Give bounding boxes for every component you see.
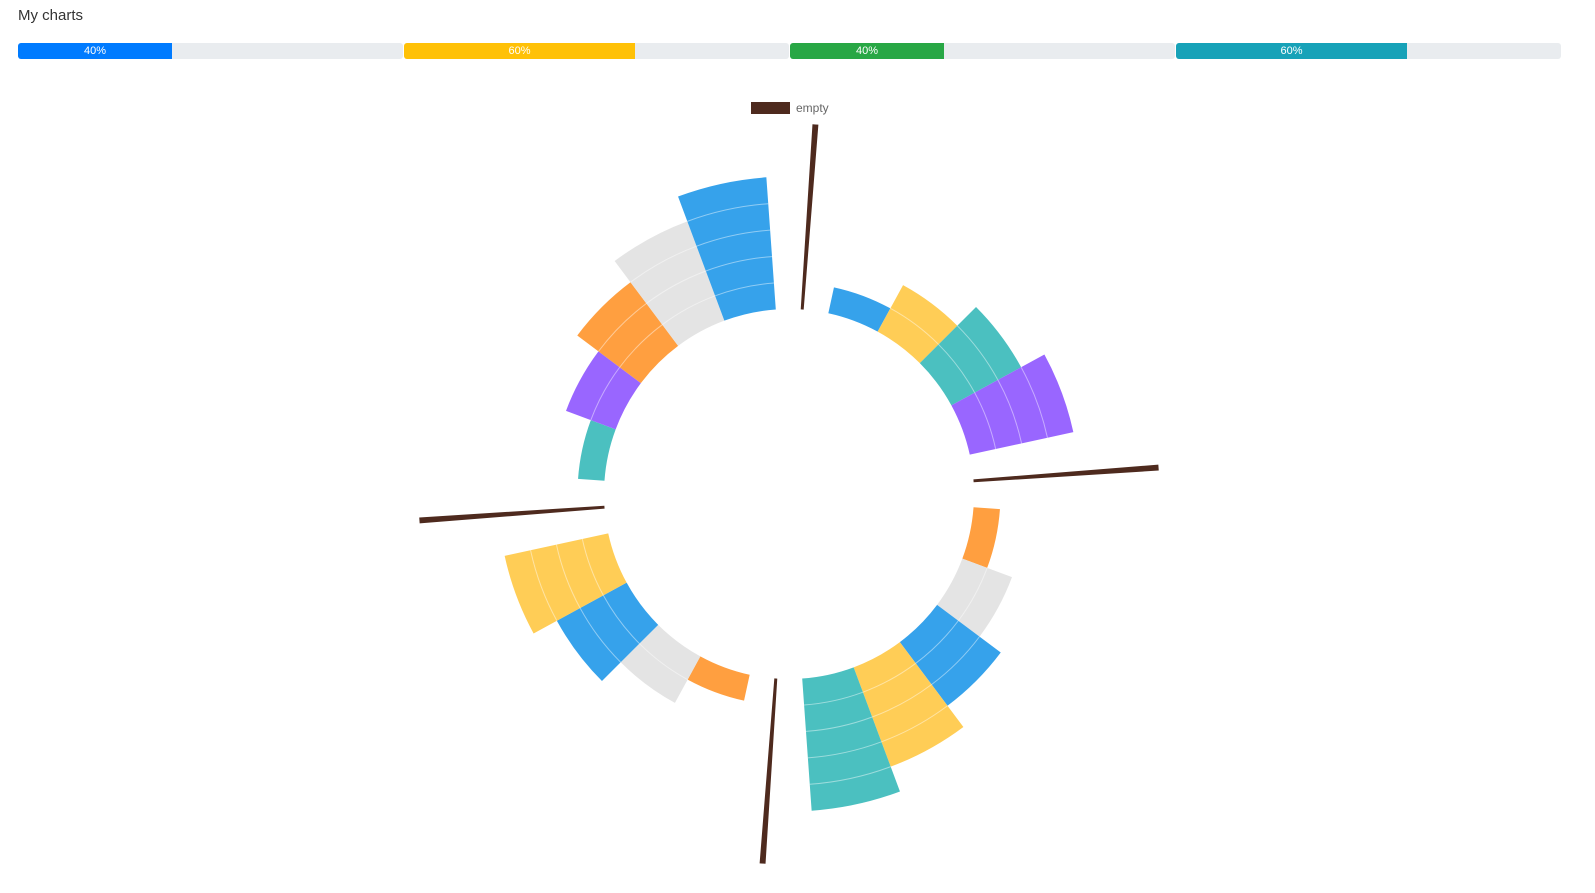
polar-gridline <box>705 256 773 272</box>
polar-chart: empty <box>0 90 1595 890</box>
polar-gridline <box>807 741 882 759</box>
progress-bar-4: 60% <box>1176 43 1561 59</box>
polar-sector-6[interactable] <box>962 507 1000 568</box>
progress-fill-1: 40% <box>18 43 172 59</box>
legend-label: empty <box>796 101 829 115</box>
polar-sector-4[interactable] <box>951 354 1074 455</box>
progress-fill-3: 40% <box>790 43 944 59</box>
polar-gridline <box>890 307 939 345</box>
polar-sector-10[interactable] <box>802 667 900 811</box>
page-title: My charts <box>18 7 84 24</box>
polar-gridline <box>555 544 581 609</box>
chart-legend[interactable]: empty <box>751 101 829 115</box>
polar-sector-19[interactable] <box>577 282 679 384</box>
polar-gridline <box>581 538 604 596</box>
progress-row: 40% 60% 40% 60% <box>18 43 1561 59</box>
polar-gridline <box>646 270 707 304</box>
progress-fill-4: 60% <box>1176 43 1407 59</box>
polar-sector-22[interactable] <box>800 124 819 310</box>
polar-gridline <box>661 295 716 326</box>
polar-sector-12[interactable] <box>687 656 750 701</box>
polar-gridline <box>997 379 1023 444</box>
polar-gridline <box>639 643 688 681</box>
polar-gridline <box>590 366 621 421</box>
polar-gridline <box>931 636 980 685</box>
polar-gridline <box>530 550 558 622</box>
polar-gridline <box>805 716 873 732</box>
polar-gridline <box>598 303 647 352</box>
polar-gridline <box>602 595 640 644</box>
polar-sector-20[interactable] <box>614 221 725 346</box>
polar-sector-17[interactable] <box>578 420 616 481</box>
polar-gridline <box>619 324 663 368</box>
polar-gridline <box>714 282 774 297</box>
polar-gridline <box>1020 366 1048 438</box>
polar-gridline <box>957 567 988 622</box>
progress-bar-2: 60% <box>404 43 789 59</box>
polar-gridline <box>871 684 932 718</box>
polar-sector-18[interactable] <box>566 351 641 430</box>
polar-sector-15[interactable] <box>504 533 627 634</box>
polar-gridline <box>696 229 771 247</box>
polar-gridline <box>881 705 948 743</box>
progress-fill-2: 60% <box>404 43 635 59</box>
polar-gridline <box>915 620 959 664</box>
polar-gridline <box>809 766 891 785</box>
polar-sector-11[interactable] <box>759 678 778 864</box>
polar-sector-3[interactable] <box>919 306 1022 406</box>
polar-gridline <box>938 344 976 393</box>
polar-sector-7[interactable] <box>937 558 1012 637</box>
progress-bar-1: 40% <box>18 43 403 59</box>
polar-gridline <box>804 691 864 706</box>
polar-sector-16[interactable] <box>419 505 605 524</box>
legend-swatch <box>751 102 790 114</box>
polar-sector-14[interactable] <box>556 582 659 682</box>
polar-sector-8[interactable] <box>899 604 1001 706</box>
polar-sector-21[interactable] <box>678 177 776 321</box>
polar-chart-svg: empty <box>419 101 1159 864</box>
polar-gridline <box>974 392 997 450</box>
polar-sector-2[interactable] <box>877 285 958 364</box>
polar-sector-5[interactable] <box>973 464 1159 483</box>
polar-gridline <box>630 245 697 283</box>
progress-bar-3: 40% <box>790 43 1175 59</box>
polar-gridline <box>687 203 769 222</box>
polar-sector-1[interactable] <box>828 287 891 332</box>
polar-sector-13[interactable] <box>620 624 701 703</box>
polar-gridline <box>956 325 999 381</box>
polar-gridline <box>862 662 917 693</box>
polar-gridline <box>579 607 622 663</box>
polar-sector-9[interactable] <box>853 642 964 767</box>
polar-sectors <box>419 124 1159 864</box>
